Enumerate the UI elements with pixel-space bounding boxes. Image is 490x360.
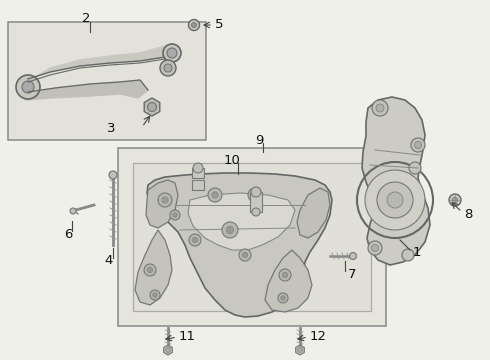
Polygon shape	[146, 180, 178, 228]
Circle shape	[226, 226, 234, 234]
Polygon shape	[265, 250, 312, 312]
Bar	[118, 148, 386, 326]
Circle shape	[109, 171, 117, 179]
Circle shape	[170, 210, 180, 220]
Circle shape	[411, 138, 425, 152]
Text: 7: 7	[348, 267, 357, 280]
Circle shape	[212, 192, 218, 198]
Circle shape	[192, 23, 196, 27]
Bar	[192, 180, 204, 190]
Polygon shape	[144, 98, 160, 116]
Circle shape	[297, 347, 302, 352]
Circle shape	[16, 75, 40, 99]
Circle shape	[189, 19, 199, 31]
Circle shape	[160, 60, 176, 76]
Polygon shape	[295, 345, 304, 355]
Circle shape	[242, 252, 248, 258]
Polygon shape	[297, 188, 330, 238]
Circle shape	[189, 234, 201, 246]
Circle shape	[279, 269, 291, 281]
Text: 1: 1	[413, 247, 421, 260]
Text: 9: 9	[255, 134, 263, 147]
Polygon shape	[188, 193, 295, 250]
Circle shape	[349, 252, 357, 260]
Circle shape	[147, 103, 156, 112]
Circle shape	[452, 198, 458, 202]
Polygon shape	[362, 97, 430, 265]
Circle shape	[402, 249, 414, 261]
Circle shape	[163, 44, 181, 62]
Circle shape	[278, 293, 288, 303]
Circle shape	[192, 237, 197, 243]
Circle shape	[371, 244, 378, 252]
Polygon shape	[147, 173, 332, 317]
Polygon shape	[25, 80, 148, 100]
Circle shape	[167, 48, 177, 58]
Circle shape	[239, 249, 251, 261]
Text: 4: 4	[105, 255, 113, 267]
Text: 5: 5	[215, 18, 223, 31]
Bar	[250, 192, 262, 212]
Circle shape	[372, 100, 388, 116]
Circle shape	[162, 197, 168, 203]
Circle shape	[409, 162, 421, 174]
Circle shape	[147, 267, 153, 273]
Circle shape	[368, 241, 382, 255]
Text: 12: 12	[310, 330, 327, 343]
Polygon shape	[164, 345, 172, 355]
Text: 3: 3	[106, 122, 115, 135]
Circle shape	[70, 208, 76, 214]
Circle shape	[150, 290, 160, 300]
Polygon shape	[135, 230, 172, 305]
Text: 8: 8	[464, 207, 472, 220]
Circle shape	[365, 170, 425, 230]
Circle shape	[173, 213, 177, 217]
Text: 11: 11	[179, 330, 196, 343]
Circle shape	[415, 141, 421, 149]
Bar	[8, 22, 206, 140]
Circle shape	[144, 264, 156, 276]
Circle shape	[251, 187, 261, 197]
Text: 2: 2	[82, 12, 90, 24]
Circle shape	[193, 163, 203, 173]
Circle shape	[252, 208, 260, 216]
Circle shape	[449, 194, 461, 206]
Circle shape	[164, 64, 172, 72]
Circle shape	[248, 188, 262, 202]
Circle shape	[158, 193, 172, 207]
Circle shape	[282, 272, 288, 278]
Circle shape	[166, 347, 171, 352]
Circle shape	[153, 293, 157, 297]
Circle shape	[208, 188, 222, 202]
Circle shape	[376, 104, 384, 112]
Bar	[192, 168, 204, 178]
Circle shape	[281, 296, 285, 300]
Bar	[133, 163, 371, 311]
Circle shape	[222, 222, 238, 238]
Circle shape	[387, 192, 403, 208]
Circle shape	[252, 192, 258, 198]
Circle shape	[377, 182, 413, 218]
Text: 10: 10	[223, 153, 241, 166]
Polygon shape	[28, 46, 175, 82]
Circle shape	[22, 81, 34, 93]
Text: 6: 6	[64, 228, 72, 240]
